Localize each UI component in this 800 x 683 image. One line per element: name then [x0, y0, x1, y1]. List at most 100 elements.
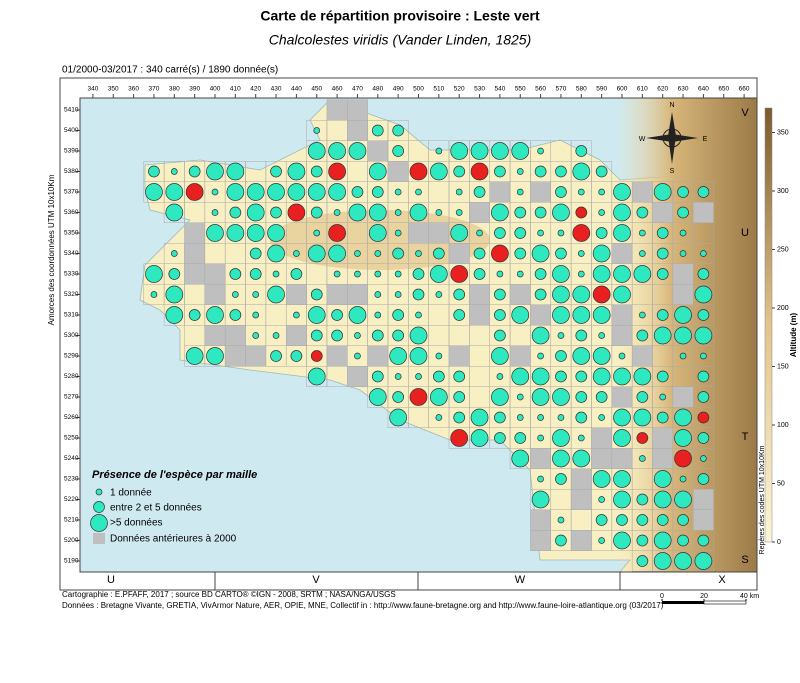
presence-dot	[613, 224, 631, 242]
presence-dot	[229, 268, 242, 280]
presence-dot	[433, 247, 445, 260]
presence-dot	[307, 306, 326, 324]
presence-dot	[328, 162, 346, 181]
presence-dot	[293, 311, 300, 319]
presence-dot	[348, 306, 367, 324]
presence-dot	[511, 142, 530, 160]
presence-dot	[430, 388, 448, 406]
zone-label: S	[741, 554, 748, 566]
grid-cell	[530, 304, 552, 326]
grid-cell	[530, 530, 552, 551]
presence-dot	[592, 244, 611, 263]
presence-dot	[636, 534, 649, 547]
grid-cell	[652, 427, 674, 449]
presence-dot	[415, 373, 422, 380]
presence-dot	[394, 229, 402, 237]
presence-dot	[371, 329, 384, 342]
compass-label: N	[669, 102, 674, 109]
presence-dot	[392, 309, 404, 321]
zone-label: W	[515, 574, 526, 586]
grid-cell	[184, 263, 206, 285]
grid-cell	[387, 161, 409, 182]
x-tick-label: 420	[250, 86, 261, 93]
grid-cell	[692, 489, 714, 510]
scale-label: 40 km	[740, 593, 759, 600]
presence-dot	[656, 309, 669, 321]
presence-dot	[491, 347, 509, 365]
x-tick-label: 640	[698, 86, 709, 93]
presence-dot	[575, 411, 588, 424]
grid-cell	[692, 202, 714, 223]
presence-dot	[310, 350, 323, 362]
grid-cell	[570, 530, 592, 551]
presence-dot	[313, 127, 321, 134]
presence-dot	[246, 224, 265, 242]
presence-dot	[577, 434, 585, 442]
presence-dot	[653, 531, 672, 550]
compass-label: E	[703, 136, 708, 143]
presence-dot	[188, 309, 201, 321]
presence-dot	[531, 388, 550, 406]
presence-dot	[572, 224, 591, 242]
presence-dot	[435, 147, 443, 155]
presence-dot	[348, 203, 367, 222]
right-axis-label: Repères des codes UTM 10x10Km	[759, 445, 766, 554]
grid-cell	[448, 345, 470, 367]
presence-dot	[697, 473, 710, 485]
grid-cell	[631, 181, 653, 203]
presence-dot	[598, 188, 606, 196]
presence-dot	[511, 449, 530, 468]
y-tick-label: 5370	[64, 189, 79, 196]
presence-dot	[165, 306, 184, 324]
presence-dot	[494, 329, 506, 342]
presence-dot	[491, 142, 509, 160]
y-tick-label: 5320	[64, 291, 79, 298]
presence-dot	[555, 473, 567, 485]
presence-dot	[354, 352, 361, 360]
presence-dot	[595, 227, 608, 239]
y-tick-label: 5210	[64, 517, 79, 524]
presence-dot	[516, 188, 524, 196]
colorbar	[764, 107, 773, 543]
presence-dot	[185, 183, 204, 201]
presence-dot	[270, 350, 282, 362]
x-tick-label: 630	[678, 86, 689, 93]
presence-dot	[636, 432, 649, 444]
presence-dot	[455, 209, 463, 216]
x-tick-label: 400	[210, 86, 221, 93]
presence-dot	[491, 388, 509, 406]
grid-cell	[530, 448, 552, 469]
presence-dot	[674, 306, 692, 324]
x-tick-label: 610	[637, 86, 648, 93]
presence-dot	[409, 388, 428, 406]
grid-cell	[245, 345, 267, 367]
grid-cell	[224, 325, 246, 346]
presence-dot	[555, 370, 567, 383]
presence-dot	[700, 352, 707, 360]
presence-dot	[287, 183, 306, 201]
presence-dot	[435, 414, 443, 421]
x-tick-label: 340	[87, 86, 98, 93]
presence-dot	[595, 165, 608, 178]
presence-dot	[409, 347, 428, 365]
presence-dot	[267, 183, 285, 201]
y-tick-label: 5360	[64, 209, 79, 216]
presence-dot	[229, 309, 242, 321]
x-tick-label: 500	[413, 86, 424, 93]
presence-dot	[613, 490, 631, 509]
y-tick-label: 5400	[64, 127, 79, 134]
presence-dot	[246, 203, 265, 222]
presence-dot	[697, 186, 710, 198]
presence-dot	[394, 270, 402, 278]
legend-item: >5 données	[110, 518, 163, 529]
presence-dot	[470, 162, 489, 181]
presence-dot	[514, 432, 527, 444]
presence-dot	[557, 332, 565, 339]
grid-cell	[652, 448, 674, 469]
presence-dot	[700, 250, 707, 257]
presence-dot	[679, 475, 687, 483]
presence-dot	[310, 329, 323, 342]
presence-dot	[577, 188, 585, 196]
y-tick-label: 5190	[64, 558, 79, 565]
presence-dot	[394, 291, 402, 298]
